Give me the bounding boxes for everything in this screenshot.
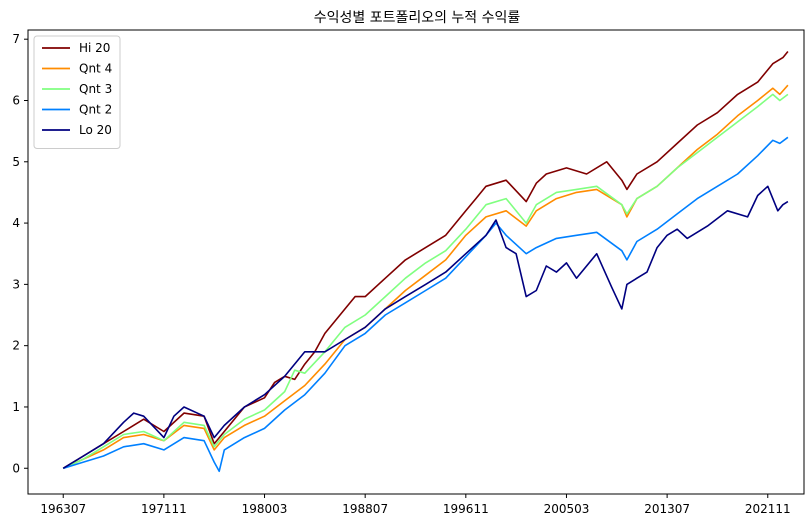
series-line-4	[62, 185, 789, 469]
x-tick-label: 199611	[443, 502, 489, 516]
x-tick-label: 197111	[141, 502, 187, 516]
x-tick-label: 198807	[342, 502, 388, 516]
legend-label-2: Qnt 3	[79, 82, 112, 96]
plot-frame	[27, 29, 805, 495]
legend-frame	[33, 35, 121, 149]
legend-label-1: Qnt 4	[79, 62, 112, 76]
legend-label-3: Qnt 2	[79, 103, 112, 117]
plot-area	[62, 50, 789, 473]
y-tick-label: 5	[12, 155, 20, 169]
legend-label-0: Hi 20	[79, 41, 110, 55]
x-tick-label: 198003	[242, 502, 288, 516]
x-tick-label: 201307	[644, 502, 690, 516]
x-tick-label: 202111	[745, 502, 791, 516]
x-tick-label: 196307	[40, 502, 86, 516]
y-axis: 0 1 2 3 4 5 6 7	[12, 32, 28, 475]
y-tick-label: 7	[12, 32, 20, 46]
y-tick-label: 0	[12, 461, 20, 475]
series-line-2	[62, 93, 789, 470]
y-tick-label: 2	[12, 339, 20, 353]
series-line-1	[62, 84, 789, 470]
x-axis: 196307 197111 198003 198807 199611 200503 2013…	[40, 494, 791, 516]
series-line-0	[62, 50, 789, 469]
x-tick-label: 200503	[544, 502, 590, 516]
legend-label-4: Lo 20	[79, 123, 112, 137]
y-tick-label: 6	[12, 93, 20, 107]
y-tick-label: 1	[12, 400, 20, 414]
chart-title: 수익성별 포트폴리오의 누적 수익률	[314, 10, 521, 26]
series-line-3	[62, 136, 789, 473]
y-tick-label: 4	[12, 216, 20, 230]
y-tick-label: 3	[12, 277, 20, 291]
legend: Hi 20 Qnt 4 Qnt 3 Qnt 2 Lo 20	[33, 35, 121, 149]
